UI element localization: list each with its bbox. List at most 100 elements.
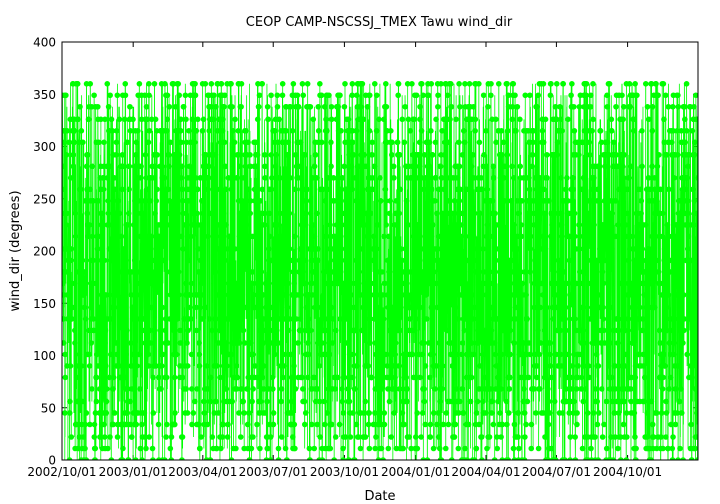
data-point xyxy=(352,386,358,392)
data-point xyxy=(649,128,656,134)
data-point xyxy=(646,186,653,193)
data-point xyxy=(420,92,426,99)
data-point xyxy=(352,327,359,334)
data-point xyxy=(614,316,620,322)
data-point xyxy=(379,292,386,298)
data-point xyxy=(404,386,411,392)
data-point xyxy=(449,351,455,358)
data-point xyxy=(121,116,128,123)
data-point xyxy=(460,128,467,134)
data-point xyxy=(307,457,313,460)
data-point xyxy=(571,233,578,240)
data-point xyxy=(615,445,621,452)
data-point xyxy=(435,246,442,252)
data-point xyxy=(447,257,454,264)
data-point xyxy=(126,163,133,170)
data-point xyxy=(503,398,510,405)
data-point xyxy=(211,269,217,275)
data-point xyxy=(655,92,661,99)
data-point xyxy=(396,386,403,392)
data-point xyxy=(559,410,566,416)
data-point xyxy=(357,445,364,452)
data-point xyxy=(576,233,583,240)
data-point xyxy=(210,116,217,123)
data-point xyxy=(563,386,569,392)
data-point xyxy=(426,163,433,170)
data-point xyxy=(228,81,234,87)
data-point xyxy=(287,316,293,322)
data-point xyxy=(600,280,607,287)
data-point xyxy=(135,198,142,204)
data-point xyxy=(639,327,646,334)
data-point xyxy=(267,327,273,334)
data-point xyxy=(501,198,508,204)
data-point xyxy=(222,92,228,99)
data-point xyxy=(583,92,589,99)
data-point xyxy=(429,340,436,346)
data-point xyxy=(171,374,178,381)
data-point xyxy=(300,92,307,99)
data-point xyxy=(383,103,390,110)
data-point xyxy=(540,410,547,416)
data-point xyxy=(453,386,460,392)
data-point xyxy=(394,139,401,146)
data-point xyxy=(186,163,193,170)
data-point xyxy=(467,186,473,193)
data-point xyxy=(560,81,566,87)
data-point xyxy=(140,210,147,217)
data-point xyxy=(494,445,501,452)
data-point xyxy=(619,92,625,99)
data-point xyxy=(249,269,256,275)
data-point xyxy=(127,421,134,428)
data-point xyxy=(624,210,631,217)
data-point xyxy=(125,210,132,217)
data-point xyxy=(680,292,687,298)
data-point xyxy=(565,280,572,287)
data-point xyxy=(291,233,298,240)
data-point xyxy=(64,292,71,298)
data-point xyxy=(333,222,340,228)
data-point xyxy=(231,139,238,146)
data-point xyxy=(557,327,564,334)
data-point xyxy=(245,233,252,240)
data-point xyxy=(226,292,232,298)
data-point xyxy=(503,246,509,252)
data-point xyxy=(91,434,98,440)
data-point xyxy=(578,340,585,346)
data-point xyxy=(526,222,533,228)
data-point xyxy=(370,421,377,428)
data-point xyxy=(209,434,216,440)
data-point xyxy=(651,175,658,181)
data-point xyxy=(295,103,302,110)
data-point xyxy=(154,186,160,193)
data-point xyxy=(654,163,661,170)
data-point xyxy=(488,304,495,311)
data-point xyxy=(269,175,275,181)
data-point xyxy=(87,81,94,87)
data-point xyxy=(100,175,107,181)
data-point xyxy=(495,316,501,322)
data-point xyxy=(148,116,155,123)
data-point xyxy=(339,386,345,392)
data-point xyxy=(570,186,577,193)
data-point xyxy=(98,292,105,298)
data-point xyxy=(213,445,220,452)
data-point xyxy=(310,116,317,123)
data-point xyxy=(671,175,678,181)
data-point xyxy=(433,175,439,181)
data-point xyxy=(173,246,180,252)
data-point xyxy=(275,457,282,460)
data-point xyxy=(113,128,120,134)
data-point xyxy=(245,139,251,146)
data-point xyxy=(689,457,695,460)
data-point xyxy=(369,186,376,193)
data-point xyxy=(547,92,554,99)
data-point xyxy=(542,246,549,252)
data-point xyxy=(251,292,257,298)
data-point xyxy=(121,304,127,311)
data-point xyxy=(449,363,456,369)
data-point xyxy=(162,316,169,322)
data-point xyxy=(472,269,479,275)
data-point xyxy=(432,139,439,146)
data-point xyxy=(156,233,162,240)
